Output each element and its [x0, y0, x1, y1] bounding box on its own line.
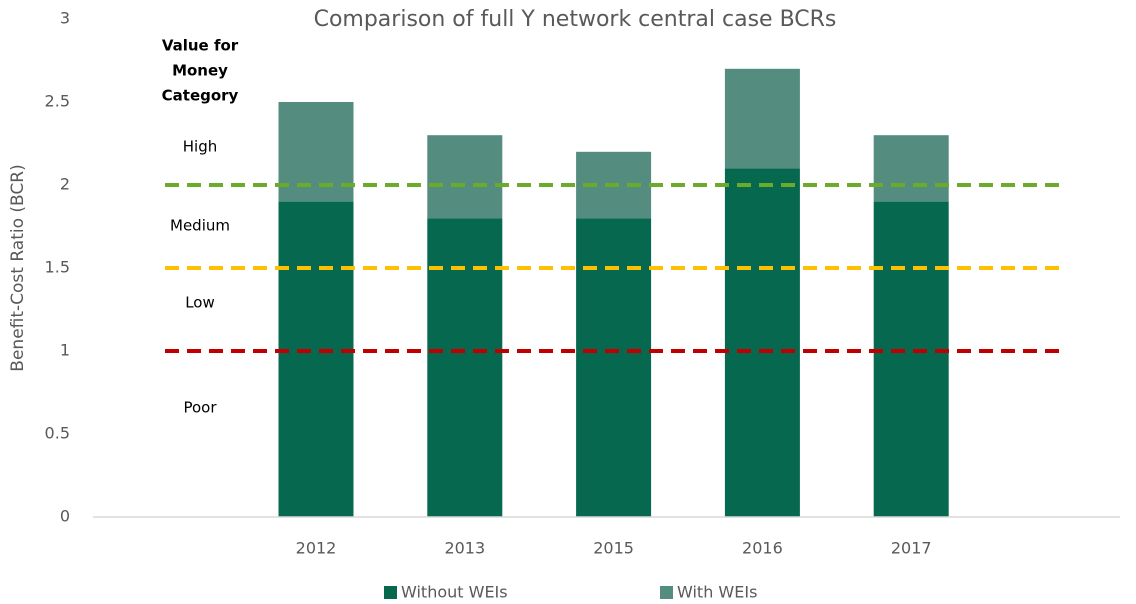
annotation-band: High: [183, 138, 217, 156]
annotation-heading: Money: [172, 62, 228, 80]
bar-segment: [724, 168, 800, 517]
x-tick-label: 2012: [296, 539, 337, 558]
annotation-band: Low: [185, 294, 215, 312]
annotation-heading: Value for: [162, 37, 239, 55]
y-tick-label: 0: [60, 507, 70, 526]
y-tick-label: 2: [60, 175, 70, 194]
bar-segment: [873, 135, 949, 202]
y-tick-label: 2.5: [45, 92, 70, 111]
bar-segment: [278, 201, 354, 517]
x-tick-label: 2016: [742, 539, 783, 558]
annotation-band: Poor: [183, 399, 217, 417]
y-tick-label: 3: [60, 9, 70, 28]
x-tick-label: 2015: [593, 539, 634, 558]
legend-swatch: [384, 586, 397, 599]
bar-segment: [427, 218, 503, 517]
bar-segment: [724, 68, 800, 169]
y-tick-label: 0.5: [45, 424, 70, 443]
x-tick-label: 2017: [891, 539, 932, 558]
legend-label: With WEIs: [677, 583, 757, 602]
bar-segment: [873, 201, 949, 517]
annotation-heading: Category: [162, 87, 239, 105]
y-tick-label: 1.5: [45, 258, 70, 277]
chart-title: Comparison of full Y network central cas…: [314, 7, 837, 32]
bar-segment: [576, 218, 652, 517]
y-axis-label: Benefit-Cost Ratio (BCR): [8, 164, 28, 371]
legend-swatch: [660, 586, 673, 599]
bar-segment: [427, 135, 503, 219]
y-tick-label: 1: [60, 341, 70, 360]
x-tick-label: 2013: [444, 539, 485, 558]
legend-label: Without WEIs: [401, 583, 508, 602]
annotation-band: Medium: [170, 217, 230, 235]
